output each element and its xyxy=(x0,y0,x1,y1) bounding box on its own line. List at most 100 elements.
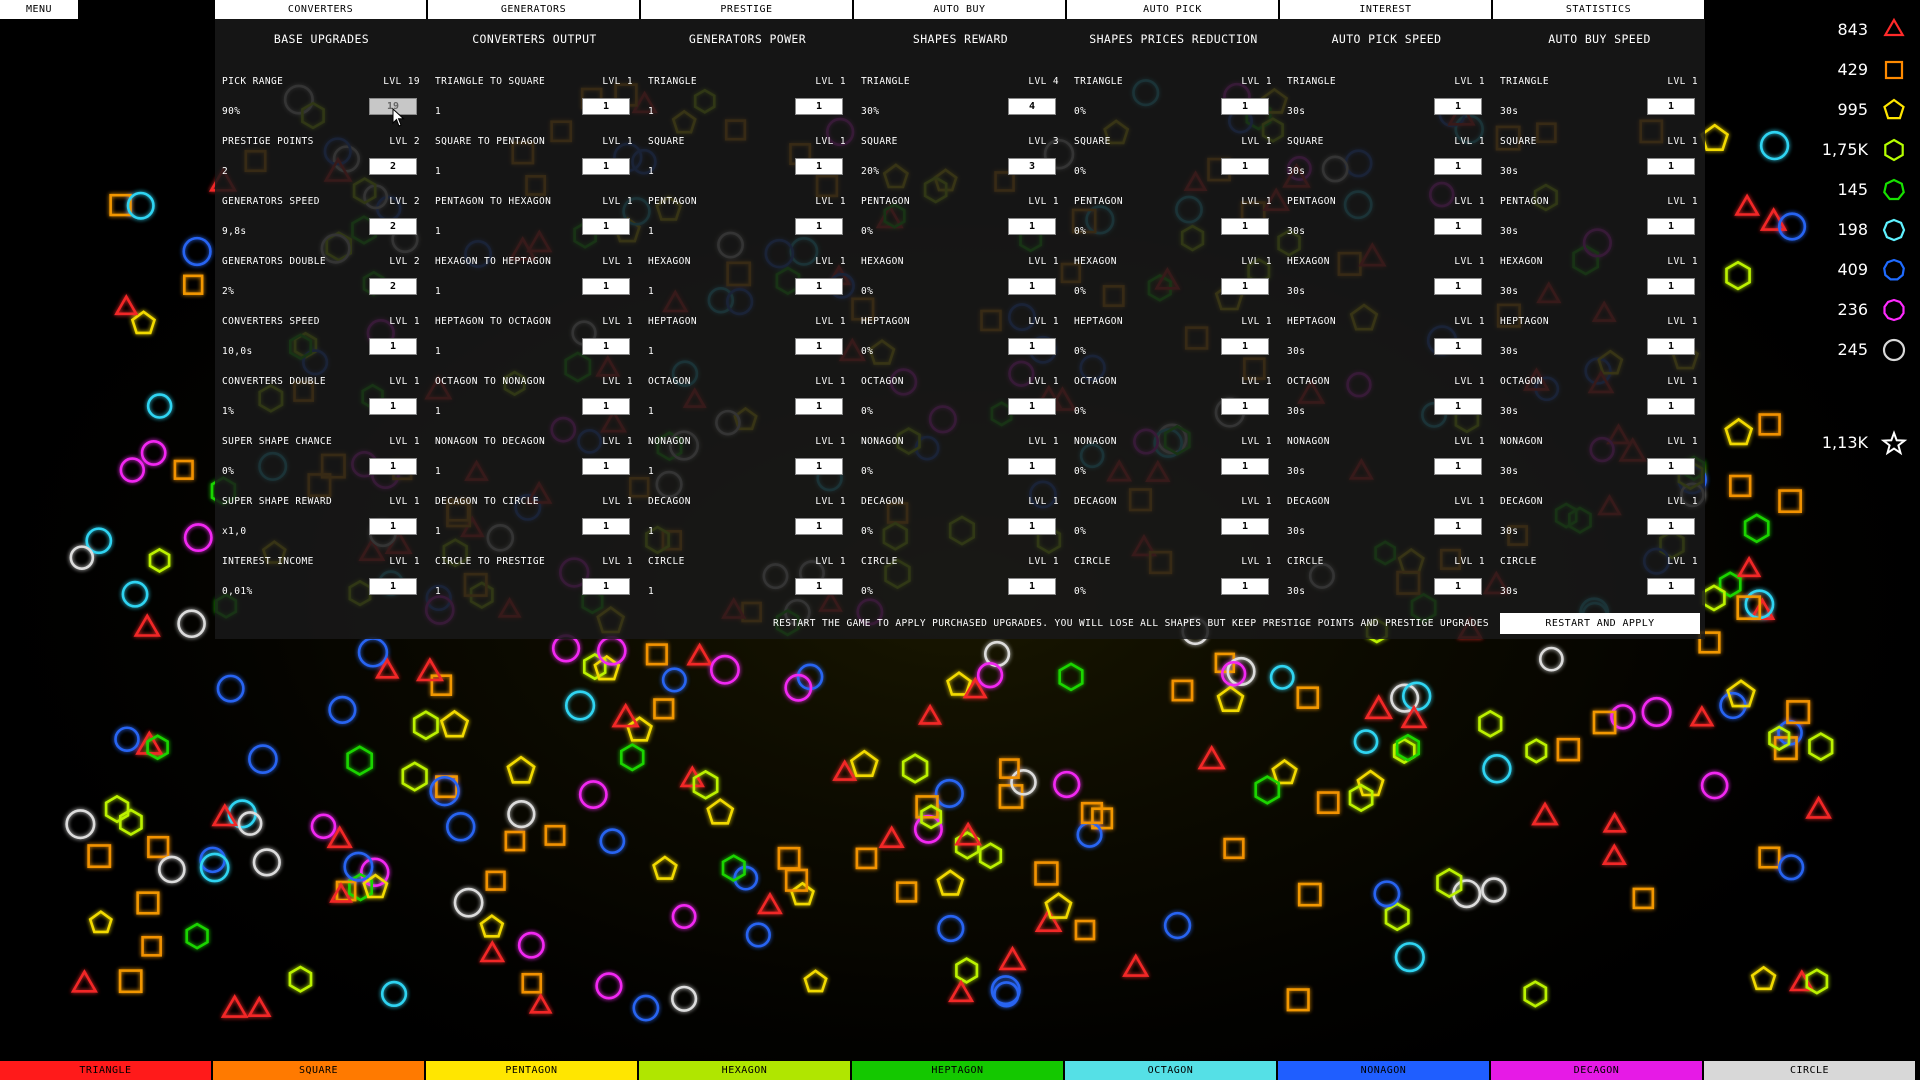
upgrade-level-input[interactable] xyxy=(795,218,843,235)
upgrade-name: HEPTAGON TO OCTAGON xyxy=(435,316,552,327)
upgrade-level-input[interactable] xyxy=(1221,578,1269,595)
upgrade-level-input[interactable] xyxy=(795,518,843,535)
upgrade-level-input[interactable] xyxy=(1221,458,1269,475)
buy-heptagon-button[interactable]: HEPTAGON xyxy=(852,1061,1063,1080)
upgrade-level-input[interactable] xyxy=(369,458,417,475)
upgrade-level-input[interactable] xyxy=(795,458,843,475)
upgrade-name: NONAGON xyxy=(1500,436,1543,447)
upgrade-level-input[interactable] xyxy=(582,578,630,595)
upgrade-value: 30s xyxy=(1500,106,1519,117)
upgrade-level-input[interactable] xyxy=(1008,458,1056,475)
tab-prestige[interactable]: PRESTIGE xyxy=(641,0,852,19)
upgrade-level-input[interactable] xyxy=(1647,458,1695,475)
upgrade-level: LVL 1 xyxy=(1028,556,1059,567)
upgrade-level-input[interactable] xyxy=(369,278,417,295)
upgrade-level-input[interactable] xyxy=(1221,158,1269,175)
upgrade-level-input[interactable] xyxy=(1008,338,1056,355)
upgrade-level-input[interactable] xyxy=(582,158,630,175)
upgrade-level-input[interactable] xyxy=(795,98,843,115)
upgrade-level-input[interactable] xyxy=(1434,338,1482,355)
buy-hexagon-button[interactable]: HEXAGON xyxy=(639,1061,850,1080)
upgrade-level-input[interactable] xyxy=(1647,98,1695,115)
restart-and-apply-button[interactable]: RESTART AND APPLY xyxy=(1500,613,1700,634)
upgrade-level-input[interactable] xyxy=(795,158,843,175)
upgrade-level-input[interactable] xyxy=(1221,98,1269,115)
upgrade-level-input[interactable] xyxy=(582,398,630,415)
buy-triangle-button[interactable]: TRIANGLE xyxy=(0,1061,211,1080)
upgrade-level-input[interactable] xyxy=(1008,398,1056,415)
upgrade-level-input[interactable] xyxy=(369,338,417,355)
counter-value: 145 xyxy=(1837,180,1868,199)
upgrade-level-input[interactable] xyxy=(1008,518,1056,535)
upgrade-row: CIRCLE LVL 1 30s xyxy=(1280,556,1493,616)
upgrade-level-input[interactable] xyxy=(1008,218,1056,235)
upgrade-level-input[interactable] xyxy=(1008,278,1056,295)
tab-converters[interactable]: CONVERTERS xyxy=(215,0,426,19)
upgrade-level-input[interactable] xyxy=(1221,218,1269,235)
upgrade-level-input[interactable] xyxy=(582,218,630,235)
upgrade-level-input[interactable] xyxy=(1221,518,1269,535)
tab-auto-buy[interactable]: AUTO BUY xyxy=(854,0,1065,19)
upgrade-row: OCTAGON TO NONAGON LVL 1 1 xyxy=(428,376,641,436)
upgrade-level: LVL 1 xyxy=(815,256,846,267)
upgrade-value: 30s xyxy=(1287,526,1306,537)
upgrade-level-input[interactable] xyxy=(1434,98,1482,115)
buy-octagon-button[interactable]: OCTAGON xyxy=(1065,1061,1276,1080)
column-title: AUTO PICK SPEED xyxy=(1331,32,1442,46)
upgrade-level-input[interactable] xyxy=(369,218,417,235)
upgrade-level: LVL 1 xyxy=(1241,76,1272,87)
tab-generators[interactable]: GENERATORS xyxy=(428,0,639,19)
upgrade-value: 9,8s xyxy=(222,226,247,237)
buy-square-button[interactable]: SQUARE xyxy=(213,1061,424,1080)
upgrade-level: LVL 2 xyxy=(389,136,420,147)
upgrade-level-input[interactable] xyxy=(582,98,630,115)
menu-button[interactable]: MENU xyxy=(0,0,78,19)
upgrade-level-input[interactable] xyxy=(1434,218,1482,235)
upgrade-level-input[interactable] xyxy=(1647,278,1695,295)
upgrade-level-input[interactable] xyxy=(582,458,630,475)
upgrade-level-input[interactable] xyxy=(1008,578,1056,595)
upgrade-name: SUPER SHAPE REWARD xyxy=(222,496,333,507)
upgrade-level-input[interactable] xyxy=(1647,218,1695,235)
upgrade-name: DECAGON TO CIRCLE xyxy=(435,496,540,507)
upgrade-level-input[interactable] xyxy=(1647,578,1695,595)
upgrade-level-input[interactable] xyxy=(1434,158,1482,175)
buy-decagon-button[interactable]: DECAGON xyxy=(1491,1061,1702,1080)
upgrade-level-input[interactable] xyxy=(1434,458,1482,475)
upgrade-level-input[interactable] xyxy=(1647,398,1695,415)
upgrade-level-input[interactable] xyxy=(1434,518,1482,535)
upgrade-level-input[interactable] xyxy=(369,518,417,535)
upgrade-level-input[interactable] xyxy=(1647,518,1695,535)
upgrade-level-input[interactable] xyxy=(582,338,630,355)
upgrade-level-input[interactable] xyxy=(369,578,417,595)
upgrade-level-input[interactable] xyxy=(582,278,630,295)
upgrade-level-input[interactable] xyxy=(369,158,417,175)
buy-nonagon-button[interactable]: NONAGON xyxy=(1278,1061,1489,1080)
upgrade-level: LVL 1 xyxy=(389,376,420,387)
buy-pentagon-button[interactable]: PENTAGON xyxy=(426,1061,637,1080)
upgrade-level-input[interactable] xyxy=(369,398,417,415)
upgrade-level-input[interactable] xyxy=(795,398,843,415)
upgrade-level-input[interactable] xyxy=(1647,158,1695,175)
upgrade-level-input[interactable] xyxy=(1647,338,1695,355)
tab-auto-pick[interactable]: AUTO PICK xyxy=(1067,0,1278,19)
upgrade-level-input[interactable] xyxy=(1221,338,1269,355)
upgrade-level-input[interactable] xyxy=(795,338,843,355)
upgrade-level-input[interactable] xyxy=(1221,278,1269,295)
upgrade-level-input[interactable] xyxy=(1008,158,1056,175)
upgrade-level-input[interactable] xyxy=(795,278,843,295)
upgrade-name: HEXAGON xyxy=(648,256,691,267)
upgrade-name: HEXAGON xyxy=(1500,256,1543,267)
square-icon xyxy=(1884,60,1904,80)
upgrade-level-input[interactable] xyxy=(1434,578,1482,595)
tab-statistics[interactable]: STATISTICS xyxy=(1493,0,1704,19)
upgrade-level-input[interactable] xyxy=(582,518,630,535)
upgrade-level-input[interactable] xyxy=(1008,98,1056,115)
tab-interest[interactable]: INTEREST xyxy=(1280,0,1491,19)
upgrade-level-input[interactable] xyxy=(795,578,843,595)
buy-circle-button[interactable]: CIRCLE xyxy=(1704,1061,1915,1080)
upgrade-value: 1 xyxy=(435,166,442,177)
upgrade-level-input[interactable] xyxy=(1221,398,1269,415)
upgrade-level-input[interactable] xyxy=(1434,398,1482,415)
upgrade-level-input[interactable] xyxy=(1434,278,1482,295)
